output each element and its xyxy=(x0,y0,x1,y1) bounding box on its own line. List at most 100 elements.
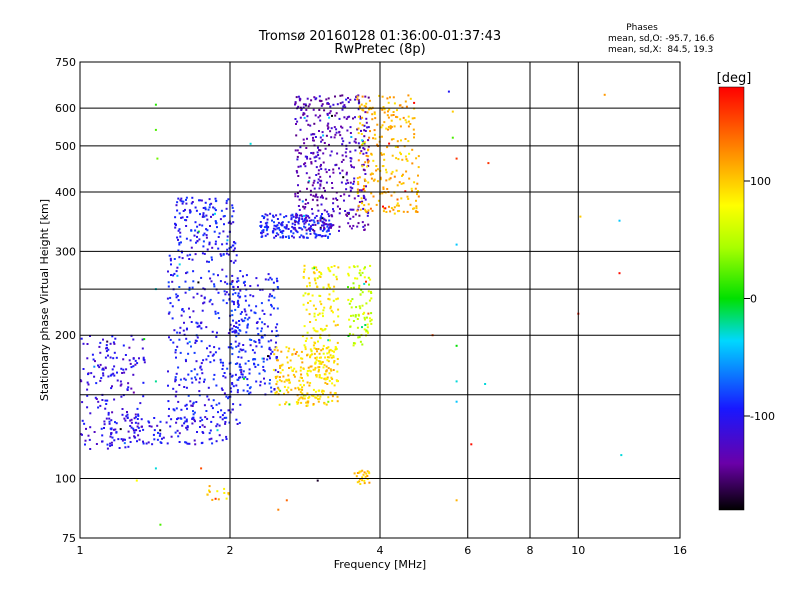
data-point xyxy=(86,388,89,391)
data-point xyxy=(234,363,237,365)
x-tick-label: 16 xyxy=(673,544,687,557)
data-point xyxy=(134,421,137,424)
data-point xyxy=(417,166,420,169)
data-point xyxy=(185,202,188,205)
data-point xyxy=(269,313,272,316)
data-point xyxy=(241,320,244,323)
data-point xyxy=(358,470,361,473)
data-point xyxy=(152,433,155,436)
data-point xyxy=(234,308,237,311)
data-point xyxy=(375,203,378,206)
data-point xyxy=(179,351,182,354)
data-point xyxy=(349,186,352,189)
data-point xyxy=(221,418,224,421)
data-point xyxy=(203,215,206,218)
data-point xyxy=(360,103,363,106)
data-point xyxy=(302,220,305,223)
data-point xyxy=(367,149,369,152)
data-point xyxy=(271,219,273,222)
data-point xyxy=(99,379,102,382)
data-point xyxy=(225,497,228,500)
data-point xyxy=(167,400,170,403)
data-point xyxy=(298,198,301,201)
data-point xyxy=(171,280,174,283)
data-point xyxy=(174,216,177,219)
data-point xyxy=(214,243,217,246)
data-point xyxy=(389,125,392,128)
data-point xyxy=(133,417,136,420)
data-point xyxy=(353,180,355,183)
data-point xyxy=(176,209,179,212)
data-point xyxy=(168,336,170,339)
data-point xyxy=(167,281,170,284)
data-point xyxy=(315,330,318,333)
data-point xyxy=(408,152,411,155)
data-point xyxy=(122,358,125,361)
data-point xyxy=(304,162,307,165)
data-point xyxy=(217,274,219,277)
data-point xyxy=(169,259,172,262)
data-point xyxy=(278,379,281,382)
data-point xyxy=(279,213,282,216)
data-point xyxy=(88,438,91,441)
data-point xyxy=(356,209,359,212)
data-point xyxy=(275,277,278,280)
colorbar-tick-label: 0 xyxy=(750,293,757,306)
data-point xyxy=(343,104,346,107)
data-point xyxy=(368,299,371,302)
data-point xyxy=(317,348,320,350)
data-point xyxy=(277,227,280,230)
data-point xyxy=(392,111,395,113)
data-point xyxy=(303,214,305,217)
data-point xyxy=(324,356,327,359)
data-point xyxy=(357,183,360,186)
data-point xyxy=(129,419,132,422)
data-point xyxy=(266,358,269,361)
data-point xyxy=(232,403,235,406)
data-point xyxy=(224,376,227,379)
data-point xyxy=(390,119,393,122)
data-point xyxy=(320,217,323,220)
data-point xyxy=(363,471,366,474)
data-point xyxy=(84,439,87,442)
data-point xyxy=(404,100,407,103)
data-point xyxy=(244,310,247,313)
data-point xyxy=(232,261,235,264)
data-point xyxy=(240,349,243,352)
data-point xyxy=(349,160,352,163)
data-point xyxy=(341,169,344,172)
data-point xyxy=(275,329,278,332)
data-point xyxy=(272,214,274,217)
data-point xyxy=(362,188,365,191)
data-point xyxy=(413,133,416,136)
data-point xyxy=(176,294,179,297)
data-point xyxy=(262,229,265,232)
data-point xyxy=(198,223,201,226)
data-point xyxy=(119,384,122,387)
data-point xyxy=(287,386,290,389)
data-point xyxy=(373,112,376,115)
data-point xyxy=(312,388,315,391)
data-point xyxy=(214,497,217,500)
data-point xyxy=(287,350,290,353)
data-point xyxy=(136,407,139,410)
data-point xyxy=(206,493,209,496)
data-point xyxy=(244,362,247,365)
data-point xyxy=(178,263,181,266)
data-point xyxy=(325,230,328,233)
data-point xyxy=(196,240,199,243)
data-point xyxy=(227,397,229,400)
data-point xyxy=(121,372,124,374)
data-point xyxy=(323,228,325,231)
data-point xyxy=(370,312,373,315)
data-point xyxy=(334,164,337,167)
data-point xyxy=(248,392,250,395)
data-point xyxy=(203,425,206,428)
data-point xyxy=(399,125,402,128)
data-point xyxy=(295,216,298,219)
data-point xyxy=(185,418,188,421)
data-point xyxy=(207,355,210,358)
data-point xyxy=(349,181,352,184)
data-point xyxy=(285,215,288,218)
data-point xyxy=(227,253,230,256)
